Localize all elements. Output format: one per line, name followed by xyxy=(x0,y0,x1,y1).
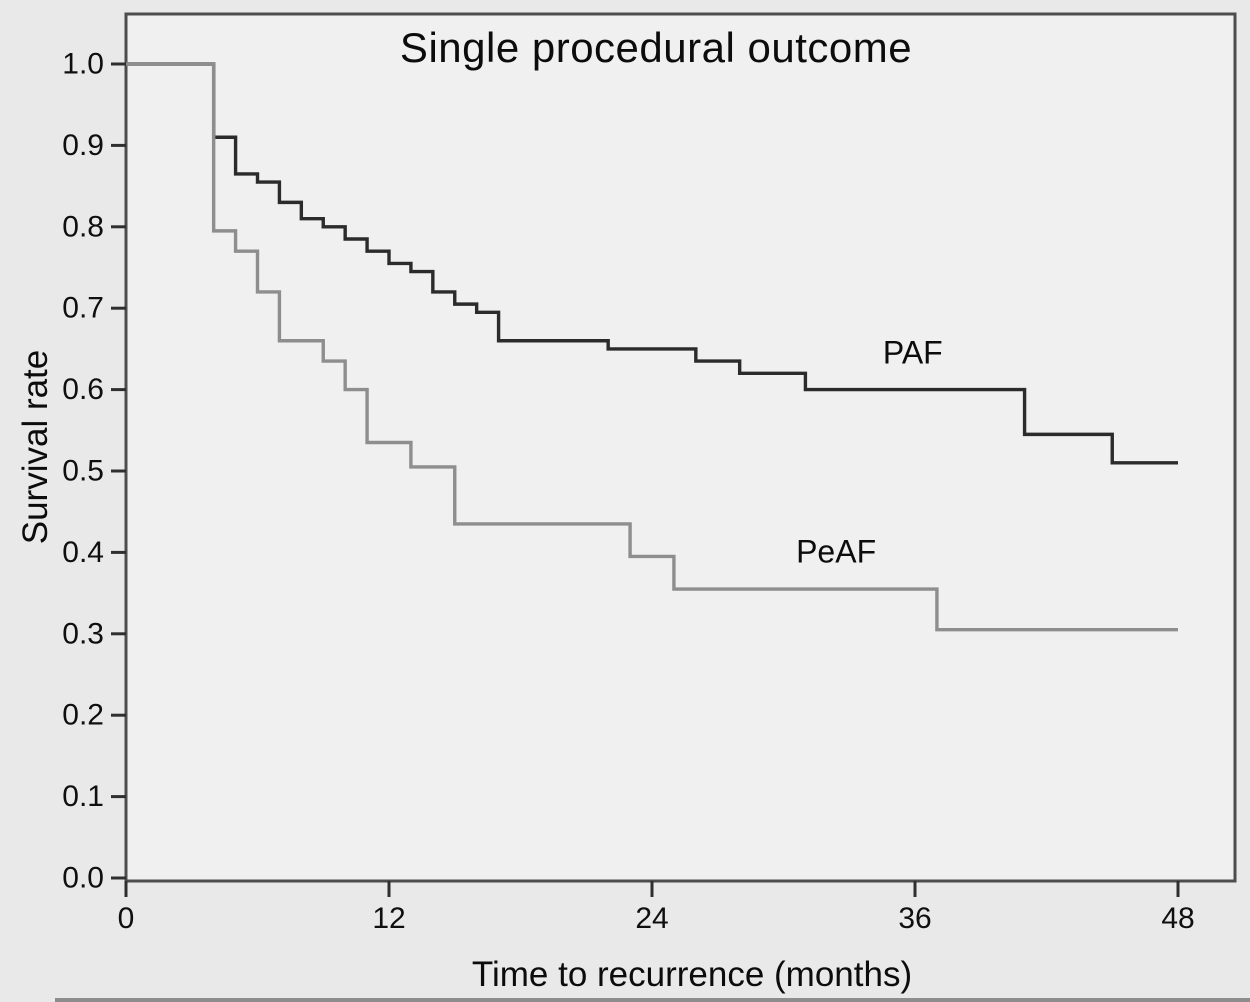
y-axis-title: Survival rate xyxy=(16,349,55,545)
x-tick-label: 24 xyxy=(635,902,668,935)
chart-title: Single procedural outcome xyxy=(399,24,913,71)
x-tick-label: 48 xyxy=(1161,902,1194,935)
y-tick-label: 0.2 xyxy=(62,699,104,732)
y-tick-label: 0.3 xyxy=(62,617,104,650)
x-tick-label: 0 xyxy=(118,902,135,935)
y-tick-label: 1.0 xyxy=(62,48,104,81)
survival-curve-peaf xyxy=(126,62,1178,632)
y-tick-label: 0.8 xyxy=(62,210,104,243)
series-label-paf: PAF xyxy=(882,334,943,371)
y-tick-label: 0.6 xyxy=(62,373,104,406)
y-tick-label: 0.1 xyxy=(62,780,104,813)
plot-frame xyxy=(124,12,1237,883)
y-tick-label: 0.4 xyxy=(62,536,104,569)
x-tick-label: 12 xyxy=(372,902,405,935)
bottom-edge-line xyxy=(55,998,1250,1002)
series-label-peaf: PeAF xyxy=(796,533,877,570)
y-tick-label: 0.7 xyxy=(62,292,104,325)
survival-curve-paf xyxy=(126,62,1178,465)
x-tick-label: 36 xyxy=(898,902,931,935)
y-tick-label: 0.9 xyxy=(62,129,104,162)
x-axis-title: Time to recurrence (months) xyxy=(471,955,913,994)
y-tick-label: 0.0 xyxy=(62,862,104,895)
y-tick-label: 0.5 xyxy=(62,455,104,488)
